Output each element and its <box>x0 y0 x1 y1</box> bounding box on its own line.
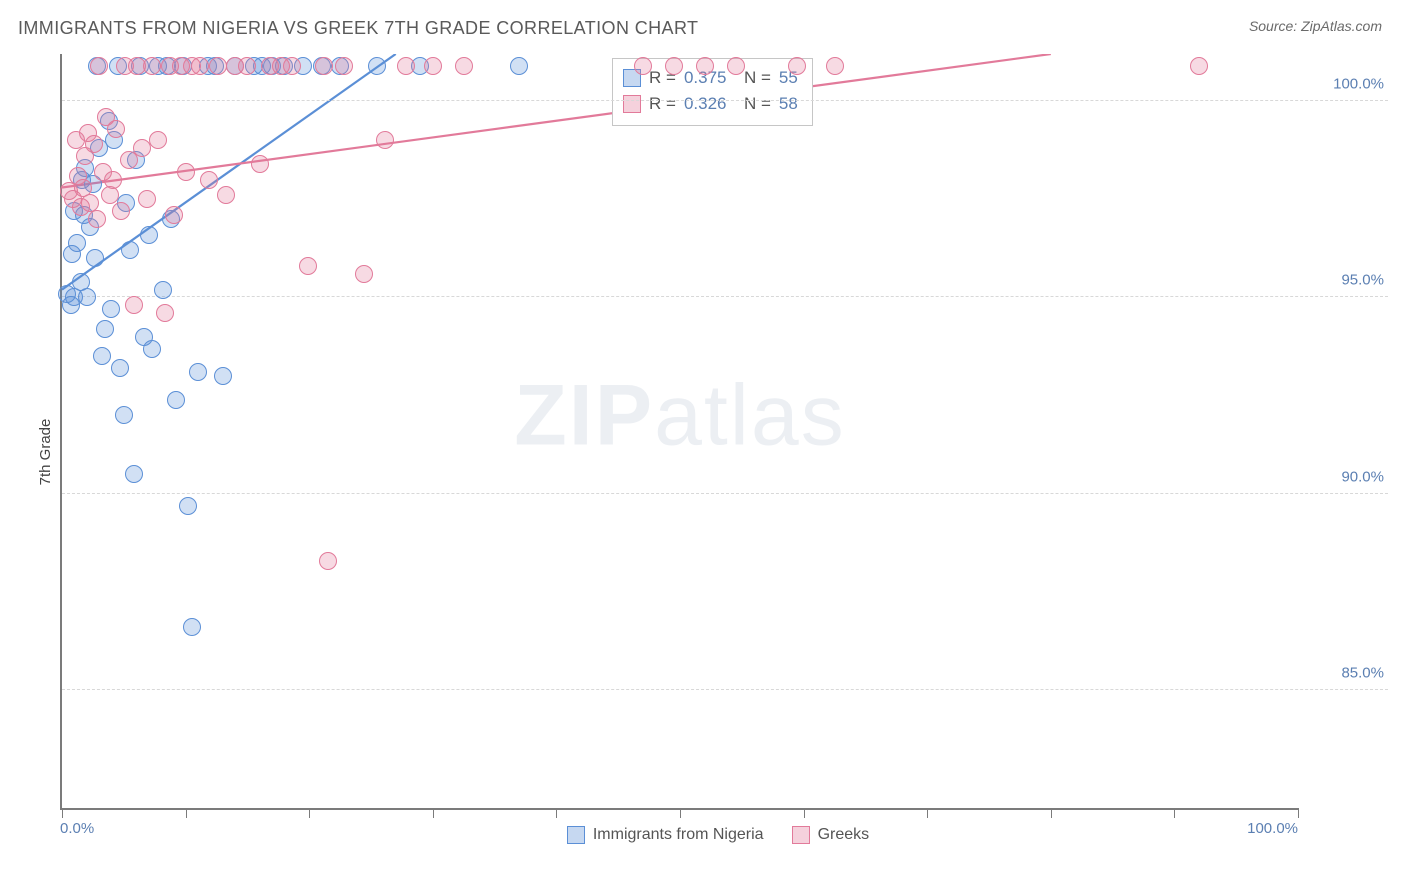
data-point <box>200 171 218 189</box>
x-tick <box>804 808 805 818</box>
data-point <box>93 347 111 365</box>
data-point <box>115 406 133 424</box>
gridline <box>62 296 1388 297</box>
corr-n-value: 58 <box>779 91 798 117</box>
data-point <box>251 155 269 173</box>
data-point <box>1190 57 1208 75</box>
data-point <box>335 57 353 75</box>
data-point <box>376 131 394 149</box>
y-tick-label: 95.0% <box>1341 272 1384 289</box>
data-point <box>283 57 301 75</box>
corr-r-label: R = <box>649 91 676 117</box>
data-point <box>86 249 104 267</box>
x-tick <box>62 808 63 818</box>
x-tick <box>433 808 434 818</box>
data-point <box>101 186 119 204</box>
data-point <box>634 57 652 75</box>
y-axis-label: 7th Grade <box>37 419 54 486</box>
data-point <box>102 300 120 318</box>
data-point <box>177 163 195 181</box>
plot-region: ZIPatlas R = 0.375 N = 55R = 0.326 N = 5… <box>60 54 1298 810</box>
x-tick <box>1051 808 1052 818</box>
series-legend: Immigrants from Nigeria Greeks <box>48 826 1388 844</box>
legend-swatch <box>567 826 585 844</box>
gridline <box>62 100 1388 101</box>
data-point <box>510 57 528 75</box>
data-point <box>788 57 806 75</box>
legend-label: Greeks <box>818 826 870 844</box>
data-point <box>90 57 108 75</box>
x-tick <box>927 808 928 818</box>
watermark-bold: ZIP <box>514 367 654 463</box>
x-tick <box>1174 808 1175 818</box>
data-point <box>143 340 161 358</box>
y-tick-label: 90.0% <box>1341 468 1384 485</box>
data-point <box>125 296 143 314</box>
trend-lines <box>62 54 1298 808</box>
data-point <box>189 363 207 381</box>
data-point <box>191 57 209 75</box>
data-point <box>183 618 201 636</box>
watermark-light: atlas <box>654 367 846 463</box>
data-point <box>88 210 106 228</box>
x-tick <box>556 808 557 818</box>
data-point <box>68 234 86 252</box>
data-point <box>167 391 185 409</box>
data-point <box>121 241 139 259</box>
data-point <box>424 57 442 75</box>
correlation-row: R = 0.326 N = 58 <box>623 91 798 117</box>
x-tick <box>1298 808 1299 818</box>
data-point <box>214 367 232 385</box>
legend-item: Immigrants from Nigeria <box>567 826 764 844</box>
data-point <box>107 120 125 138</box>
data-point <box>665 57 683 75</box>
data-point <box>455 57 473 75</box>
data-point <box>179 497 197 515</box>
data-point <box>149 131 167 149</box>
data-point <box>154 281 172 299</box>
data-point <box>140 226 158 244</box>
legend-label: Immigrants from Nigeria <box>593 826 764 844</box>
chart-title: IMMIGRANTS FROM NIGERIA VS GREEK 7TH GRA… <box>18 18 698 39</box>
data-point <box>165 206 183 224</box>
data-point <box>138 190 156 208</box>
x-tick <box>680 808 681 818</box>
data-point <box>368 57 386 75</box>
data-point <box>826 57 844 75</box>
x-tick <box>186 808 187 818</box>
data-point <box>96 320 114 338</box>
data-point <box>397 57 415 75</box>
corr-r-value: 0.326 <box>684 91 727 117</box>
data-point <box>209 57 227 75</box>
data-point <box>156 304 174 322</box>
chart-source: Source: ZipAtlas.com <box>1249 18 1382 34</box>
data-point <box>355 265 373 283</box>
data-point <box>696 57 714 75</box>
data-point <box>85 135 103 153</box>
data-point <box>111 359 129 377</box>
y-tick-label: 85.0% <box>1341 665 1384 682</box>
y-tick-label: 100.0% <box>1333 76 1384 93</box>
legend-swatch <box>792 826 810 844</box>
chart-header: IMMIGRANTS FROM NIGERIA VS GREEK 7TH GRA… <box>0 0 1406 47</box>
data-point <box>143 57 161 75</box>
chart-area: 7th Grade ZIPatlas R = 0.375 N = 55R = 0… <box>48 54 1388 850</box>
data-point <box>238 57 256 75</box>
data-point <box>319 552 337 570</box>
gridline <box>62 493 1388 494</box>
data-point <box>727 57 745 75</box>
legend-item: Greeks <box>792 826 870 844</box>
legend-swatch <box>623 95 641 113</box>
data-point <box>112 202 130 220</box>
data-point <box>217 186 235 204</box>
data-point <box>299 257 317 275</box>
data-point <box>78 288 96 306</box>
data-point <box>104 171 122 189</box>
watermark: ZIPatlas <box>514 366 845 465</box>
corr-n-label: N = <box>735 91 771 117</box>
data-point <box>315 57 333 75</box>
data-point <box>125 465 143 483</box>
gridline <box>62 689 1388 690</box>
x-tick <box>309 808 310 818</box>
